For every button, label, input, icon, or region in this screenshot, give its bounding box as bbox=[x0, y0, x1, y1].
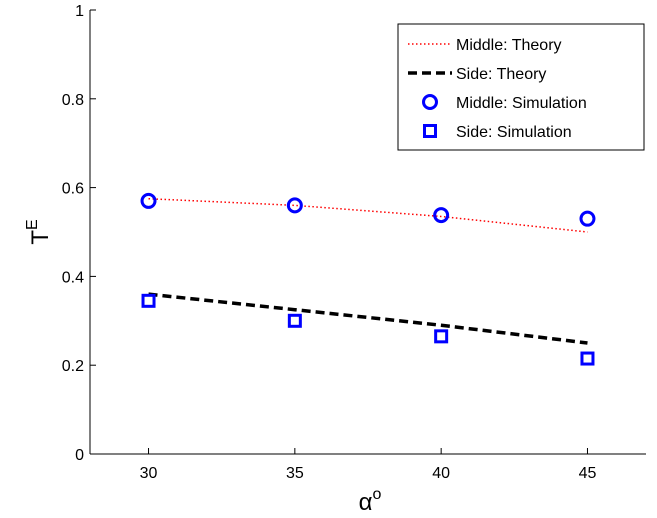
x-tick-label: 30 bbox=[140, 465, 158, 482]
y-tick-label: 0.6 bbox=[62, 181, 84, 198]
data-point-middle-simulation bbox=[140, 192, 157, 209]
data-point-middle-simulation bbox=[433, 207, 450, 224]
data-point-side-simulation bbox=[141, 293, 156, 308]
x-tick-label: 40 bbox=[432, 465, 450, 482]
data-point-middle-simulation bbox=[286, 197, 303, 214]
y-tick-label: 0.4 bbox=[62, 269, 84, 286]
data-point-side-simulation bbox=[580, 351, 595, 366]
y-tick-label: 0.2 bbox=[62, 358, 84, 375]
data-point-side-simulation bbox=[434, 329, 449, 344]
legend-label-middle-theory: Middle: Theory bbox=[456, 37, 562, 54]
x-axis-label: αo bbox=[359, 486, 382, 516]
x-tick-label: 45 bbox=[579, 465, 597, 482]
legend-box bbox=[397, 23, 645, 151]
legend-swatch-middle-simulation bbox=[422, 94, 438, 110]
y-tick-label: 0 bbox=[75, 447, 84, 464]
axes-layer: 30 35 40 45 0 0.2 0.4 0.6 0.8 1 bbox=[62, 3, 646, 482]
data-point-side-simulation bbox=[287, 313, 302, 328]
legend-label-side-simulation: Side: Simulation bbox=[456, 124, 572, 141]
data-point-middle-simulation bbox=[579, 210, 596, 227]
x-tick-label: 35 bbox=[286, 465, 304, 482]
legend-swatch-side-simulation bbox=[423, 124, 437, 138]
legend: Middle: Theory Side: Theory Middle: Simula… bbox=[397, 23, 645, 151]
y-tick-label: 1 bbox=[75, 3, 84, 20]
series-layer bbox=[140, 192, 596, 366]
y-tick-label: 0.8 bbox=[62, 92, 84, 109]
y-axis-label-group: TE bbox=[24, 219, 54, 244]
series-line-side-theory bbox=[148, 292, 588, 345]
series-line-middle-theory bbox=[148, 197, 588, 233]
legend-label-side-theory: Side: Theory bbox=[456, 66, 546, 83]
y-axis-label: TE bbox=[24, 219, 54, 244]
legend-label-middle-simulation: Middle: Simulation bbox=[456, 95, 587, 112]
